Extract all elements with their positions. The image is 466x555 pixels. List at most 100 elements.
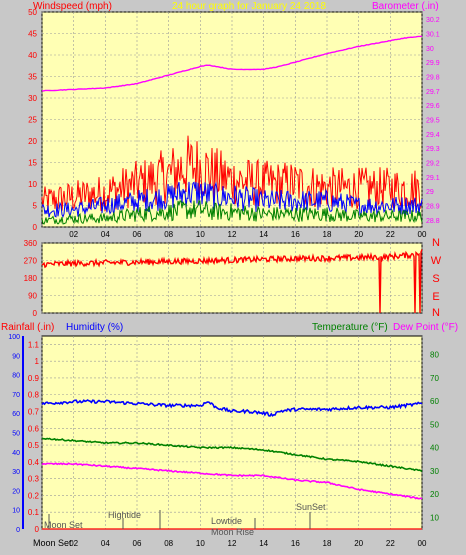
graph-title: 24 hour graph for January 24 2018: [172, 1, 326, 12]
temperature-tick-label: 40: [430, 444, 439, 453]
x-tick-label: 16: [291, 230, 300, 239]
windspeed-axis-label: Windspeed (mph): [33, 1, 112, 12]
x-tick-label: 20: [354, 539, 363, 548]
barometer-tick-label: 30.1: [426, 32, 440, 39]
wind-direction-grid: [41, 242, 423, 314]
windspeed-tick-label: 50: [28, 8, 37, 17]
humidity-tick-label: 0: [16, 527, 20, 534]
humidity-tick-label: 20: [12, 488, 20, 495]
wind-direction-series: [41, 249, 423, 314]
humidity-tick-labels: 0 10 20 30 40 50 60 70 80 90 100: [8, 334, 24, 534]
windspeed-tick-label: 25: [28, 116, 37, 125]
x-tick-label: 14: [259, 539, 268, 548]
windspeed-tick-label: 15: [28, 159, 37, 168]
humidity-line: [41, 399, 423, 417]
x-tick-label: 02: [69, 539, 78, 548]
x-tick-label: 10: [196, 230, 205, 239]
x-tick-label: 00: [418, 539, 427, 548]
barometer-line: [41, 35, 423, 92]
windspeed-tick-label: 45: [28, 30, 37, 39]
humidity-tick-label: 10: [12, 508, 20, 515]
rainfall-tick-label: 0.8: [28, 391, 40, 400]
x-tick-label: 02: [69, 230, 78, 239]
humidity-tick-label: 70: [12, 392, 20, 399]
x-tick-label: 20: [354, 230, 363, 239]
dewpoint-axis-label: Dew Point (°F): [393, 322, 458, 333]
lowtide-label: Lowtide: [211, 516, 242, 526]
humidity-axis-label: Humidity (%): [66, 322, 123, 333]
hightide-label: Hightide: [108, 510, 141, 520]
direction-tick-label: 0: [33, 309, 38, 318]
x-tick-label: 12: [228, 230, 237, 239]
wind-barometer-grid: [41, 11, 423, 228]
barometer-axis-label: Barometer (.in): [372, 1, 439, 12]
rainfall-tick-label: 0: [35, 525, 40, 534]
x-tick-label: 10: [196, 539, 205, 548]
wind-x-tick-labels: 02 04 06 08 10 12 14 16 18 20 22 00: [69, 230, 427, 239]
windspeed-tick-labels: 0 5 10 15 20 25 30 35 40 45 50: [28, 8, 37, 232]
windspeed-tick-label: 20: [28, 137, 37, 146]
astro-tide-annotations: Moon Set Hightide Lowtide Moon Rise SunS…: [44, 502, 326, 537]
temperature-tick-label: 70: [430, 374, 439, 383]
x-tick-label: 16: [291, 539, 300, 548]
rainfall-tick-labels: 0 0.1 0.2 0.3 0.4 0.5 0.6 0.7 0.8 0.9 1 1.1: [28, 340, 40, 534]
moonrise-label: Moon Rise: [211, 527, 254, 537]
dewpoint-line: [41, 462, 423, 500]
rainfall-tick-label: 0.3: [28, 475, 40, 484]
humidity-tick-label: 50: [12, 431, 20, 438]
rainfall-tick-label: 1.1: [28, 340, 40, 349]
temp-humidity-rain-panel: 0 0.1 0.2 0.3 0.4 0.5 0.6 0.7 0.8 0.9 1 1.1 0 10 20 30…: [8, 334, 439, 548]
x-tick-label: 22: [386, 539, 395, 548]
windspeed-tick-label: 35: [28, 73, 37, 82]
wind-barometer-series: [41, 35, 423, 225]
compass-label: S: [432, 273, 439, 285]
barometer-tick-label: 29: [426, 189, 434, 196]
humidity-tick-label: 80: [12, 373, 20, 380]
barometer-tick-label: 29.6: [426, 103, 440, 110]
temperature-tick-label: 50: [430, 420, 439, 429]
windspeed-tick-label: 40: [28, 51, 37, 60]
direction-tick-label: 180: [24, 274, 38, 283]
rainfall-tick-label: 1: [35, 357, 40, 366]
rainfall-tick-label: 0.5: [28, 441, 40, 450]
rainfall-tick-label: 0.7: [28, 408, 40, 417]
rainfall-tick-label: 0.9: [28, 374, 40, 383]
windspeed-tick-label: 10: [28, 180, 37, 189]
temperature-line: [41, 437, 423, 473]
x-tick-label: 04: [101, 539, 110, 548]
compass-label: E: [432, 291, 439, 303]
barometer-tick-label: 29.7: [426, 89, 440, 96]
humidity-tick-label: 40: [12, 450, 20, 457]
temp-humidity-series: [41, 399, 423, 530]
compass-label: N: [432, 307, 440, 319]
windspeed-avg-line: [41, 199, 423, 225]
barometer-tick-label: 29.4: [426, 132, 440, 139]
humidity-tick-label: 60: [12, 411, 20, 418]
barometer-tick-label: 29.8: [426, 75, 440, 82]
x-tick-label: 00: [418, 230, 427, 239]
rainfall-tick-label: 0.4: [28, 458, 40, 467]
temp-x-tick-labels: 02 04 06 08 10 12 14 16 18 20 22 00: [69, 539, 427, 548]
x-tick-label: 08: [164, 230, 173, 239]
x-tick-label: 22: [386, 230, 395, 239]
rainfall-tick-label: 0.6: [28, 424, 40, 433]
windspeed-gust-line: [41, 181, 423, 218]
temperature-tick-label: 60: [430, 397, 439, 406]
x-tick-label: 18: [323, 539, 332, 548]
moonset-label: Moon Set: [44, 520, 83, 530]
windspeed-tick-label: 0: [33, 223, 38, 232]
humidity-tick-label: 90: [12, 353, 20, 360]
x-tick-label: 06: [133, 539, 142, 548]
temperature-tick-label: 30: [430, 467, 439, 476]
compass-label: N: [432, 237, 440, 249]
barometer-tick-label: 29.3: [426, 146, 440, 153]
rainfall-tick-label: 0.1: [28, 508, 40, 517]
temperature-axis-label: Temperature (°F): [312, 322, 388, 333]
direction-tick-label: 270: [24, 257, 38, 266]
direction-tick-labels: 0 90 180 270 360: [24, 239, 38, 318]
barometer-tick-label: 29.9: [426, 60, 440, 67]
